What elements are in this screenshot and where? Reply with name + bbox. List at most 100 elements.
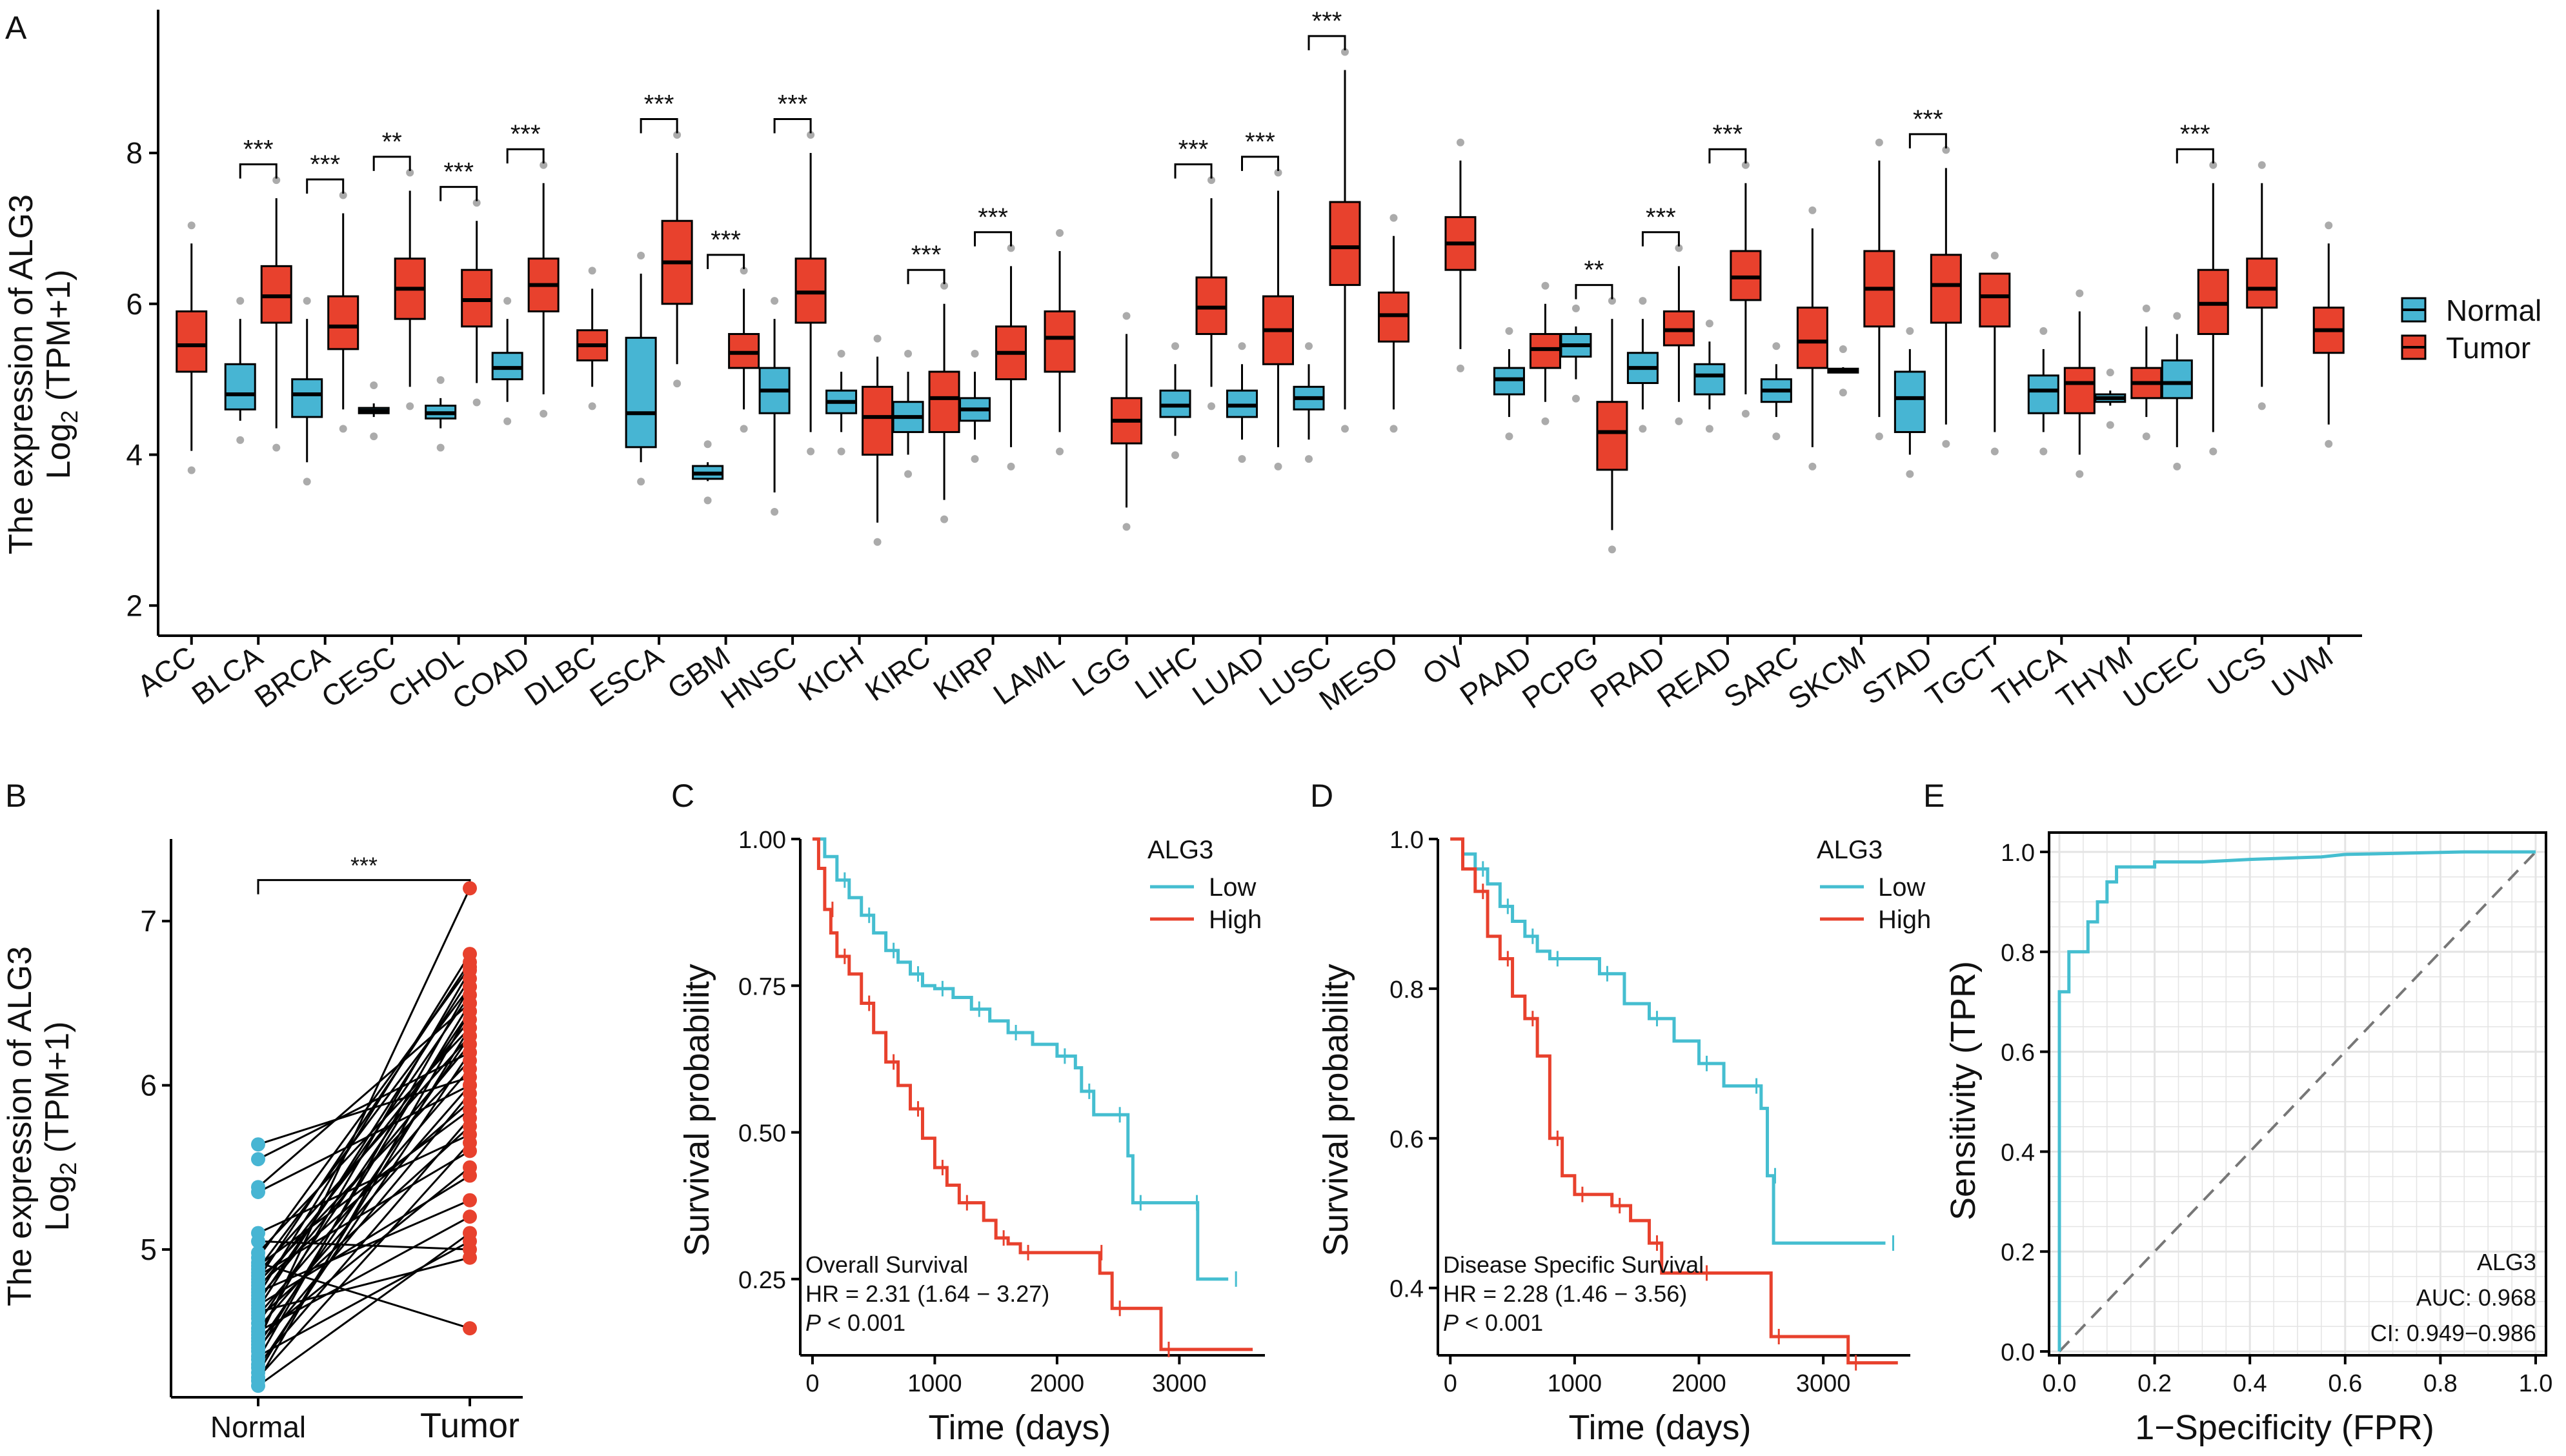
panel-e-plot: 0.0 0.0 0.2 0.2 0.4 0.4 0.6 0.6 0.8 0.8 1.0 1.0 — [2001, 831, 2553, 1397]
sig-stars: *** — [243, 136, 274, 164]
box-normal-skcm — [1827, 345, 1859, 397]
sig-stars: *** — [911, 241, 942, 269]
panel-e-ylabel: Sensitivity (TPR) — [1944, 961, 1983, 1220]
outlier-point — [303, 297, 311, 305]
box-tumor-uvm — [2312, 221, 2345, 448]
ytick-label: 0.4 — [1389, 1276, 1424, 1303]
box-tumor-skcm — [1863, 138, 1895, 441]
outlier-point — [1839, 389, 1847, 397]
outlier-point — [1389, 214, 1398, 222]
panel-a-xtick-label: BLCA — [186, 639, 269, 711]
pair-line — [257, 978, 471, 1309]
roc-curve — [2057, 850, 2536, 1351]
panel-d-annotation-title: Disease Specific Survival — [1443, 1251, 1704, 1278]
outlier-point — [1340, 425, 1349, 433]
xtick-label: 0 — [1444, 1370, 1457, 1397]
outlier-point — [370, 381, 378, 390]
outlier-point — [2209, 447, 2217, 456]
tumor-point — [463, 979, 477, 994]
box-body — [625, 336, 657, 449]
tumor-point — [463, 1086, 477, 1101]
box-tumor-pcpg — [1596, 297, 1628, 554]
xtick-label: 1000 — [907, 1370, 962, 1397]
tumor-point — [463, 1062, 477, 1077]
outlier-point — [2325, 221, 2333, 230]
box-tumor-meso — [1377, 214, 1409, 433]
outlier-point — [2076, 289, 2084, 298]
sig-bracket-pcpg: ** — [1575, 256, 1613, 299]
sig-bracket-gbm: *** — [707, 226, 745, 269]
outlier-point — [1304, 342, 1313, 350]
panel-a-xtick-label: THYM — [2050, 640, 2139, 715]
tumor-point — [463, 1045, 477, 1060]
panel-b-ylabel-line1: The expression of ALG3 — [1, 946, 39, 1306]
outlier-point — [2173, 462, 2181, 470]
outlier-point — [1389, 425, 1398, 433]
panel-d-annotation-p: P < 0.001 — [1443, 1309, 1543, 1336]
outlier-point — [2209, 161, 2217, 169]
box-tumor-hnsc — [794, 131, 827, 456]
panel-label-c: C — [671, 778, 694, 814]
box-tumor-coad — [527, 161, 560, 418]
panel-e-ci: CI: 0.949−0.986 — [2370, 1320, 2536, 1346]
pair-line — [257, 953, 471, 1297]
box-body — [2027, 374, 2059, 414]
box-normal-cesc — [358, 381, 390, 441]
box-normal-ucec — [2161, 312, 2193, 470]
sig-stars: *** — [1312, 7, 1342, 35]
box-normal-coad — [491, 297, 523, 425]
sig-bracket-lusc: *** — [1308, 7, 1346, 50]
outlier-point — [1839, 345, 1847, 353]
bracket-line — [2176, 148, 2214, 164]
panel-a-xtick-label: SKCM — [1782, 640, 1872, 716]
box-tumor-kich — [862, 334, 894, 546]
tumor-point — [463, 1321, 477, 1336]
outlier-point — [673, 131, 682, 139]
panel-e-xlabel: 1−Specificity (FPR) — [2135, 1408, 2434, 1447]
panel-c-legend-high: High — [1209, 905, 1262, 934]
outlier-point — [1238, 342, 1246, 350]
outlier-point — [807, 447, 815, 456]
sig-bracket-chol: *** — [439, 158, 478, 201]
outlier-point — [2106, 421, 2114, 429]
box-normal-blca — [224, 297, 256, 444]
outlier-point — [940, 515, 949, 523]
ytick-label: 1.0 — [1389, 827, 1424, 854]
xtick-label: 1.0 — [2519, 1370, 2553, 1397]
outlier-point — [236, 297, 245, 305]
outlier-point — [904, 470, 913, 478]
panel-a-xtick-label: THCA — [1986, 639, 2072, 713]
panel-b-ylabel-line2: Log2 (TPM+1) — [39, 1022, 81, 1231]
outlier-point — [1990, 252, 1999, 260]
xtick-label: 0.2 — [2137, 1370, 2172, 1397]
outlier-point — [303, 478, 311, 486]
bracket-line — [372, 156, 411, 171]
box-normal-lusc — [1293, 342, 1325, 463]
sig-stars: *** — [310, 150, 340, 179]
sig-stars: *** — [711, 226, 741, 254]
panel-a-xtick-label: STAD — [1856, 640, 1939, 711]
bracket-line — [640, 117, 678, 134]
pair-line — [258, 1199, 470, 1293]
box-body — [1894, 370, 1926, 433]
outlier-point — [1007, 244, 1015, 252]
pair-line — [257, 1093, 471, 1349]
panel-a-xtick-label: MESO — [1313, 640, 1404, 717]
km-curve-low — [812, 837, 1229, 1281]
panel-b-points — [251, 881, 477, 1393]
panel-a-xtick-label: KIRC — [859, 640, 936, 708]
sig-bracket-ucec: *** — [2176, 120, 2214, 164]
panel-a-boxplot: The expression of ALG3 Log2 (TPM+1) 2 4 6 8… — [3, 7, 2541, 717]
panel-label-a: A — [5, 10, 27, 46]
xtick-label: 2000 — [1030, 1370, 1085, 1397]
panel-b-pair-lines — [257, 887, 471, 1387]
bracket-line — [707, 254, 745, 269]
sig-bracket-kirc: *** — [907, 241, 945, 285]
outlier-point — [1274, 168, 1282, 177]
panel-c-legend-low: Low — [1209, 873, 1256, 902]
outlier-point — [771, 297, 779, 305]
sig-stars: *** — [510, 120, 541, 148]
tumor-point — [463, 947, 477, 962]
legend-normal-label: Normal — [2446, 294, 2541, 327]
outlier-point — [236, 436, 245, 444]
